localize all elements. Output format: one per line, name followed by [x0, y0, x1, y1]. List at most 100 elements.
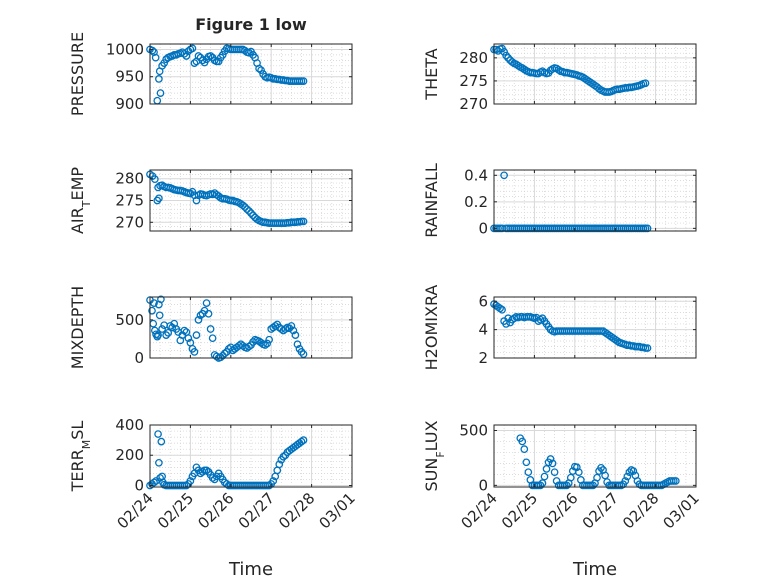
y-tick-label: 900 [115, 95, 144, 113]
data-point [216, 353, 225, 362]
y-tick-label: 2 [478, 349, 488, 367]
data-point [243, 205, 251, 214]
y-tick-label: 200 [115, 446, 144, 464]
data-point [601, 471, 609, 480]
data-point [536, 481, 545, 490]
data-point [150, 299, 158, 307]
data-point [269, 477, 278, 485]
data-point [188, 44, 197, 53]
y-tick-label: 500 [115, 311, 144, 329]
data-point [157, 295, 165, 304]
data-point [182, 481, 191, 490]
data-point [257, 66, 265, 75]
data-point [263, 339, 272, 348]
data-point [540, 472, 549, 481]
data-point [168, 323, 177, 332]
y-tick-label: 275 [459, 72, 488, 90]
data-point [190, 59, 199, 67]
y-axis-label: MIXDEPTH [68, 286, 87, 369]
data-point [202, 299, 211, 307]
axes-box [493, 169, 697, 232]
data-point [629, 467, 638, 475]
y-tick-label: 400 [115, 416, 144, 434]
data-point [154, 331, 162, 339]
data-point [289, 326, 298, 335]
y-tick-label: 4 [478, 321, 488, 339]
data-point [162, 331, 171, 339]
data-point [148, 306, 156, 315]
data-point [643, 344, 652, 352]
data-point [287, 322, 296, 330]
data-point [204, 309, 213, 318]
data-point [299, 436, 308, 444]
axes-box [149, 43, 353, 105]
axes-h2omixra: 2 4 6 H2OMIXRA [422, 285, 697, 371]
data-point [208, 334, 217, 343]
axes-box [493, 424, 697, 488]
data-point [245, 342, 253, 351]
data-point [621, 477, 630, 485]
grid-lines [149, 169, 353, 232]
data-point [572, 463, 581, 472]
y-axis-label: RAINFALL [422, 163, 441, 238]
data-point [520, 445, 529, 453]
data-point [160, 59, 168, 67]
data-point [214, 57, 223, 66]
axes-box [149, 296, 353, 359]
data-point [498, 305, 506, 314]
data-point [299, 217, 308, 226]
data-point [613, 337, 622, 345]
data-series [146, 170, 308, 228]
x-axis-label-right: Time [572, 559, 617, 580]
data-point [548, 459, 557, 468]
data-point [255, 64, 263, 73]
y-tick-label: 0.2 [464, 193, 488, 211]
data-point [275, 460, 284, 469]
y-axis-label: H2OMIXRA [422, 285, 441, 371]
data-point [182, 52, 191, 60]
grid-lines [493, 169, 697, 231]
y-tick-label: 270 [115, 213, 144, 231]
y-tick-label: 0 [478, 476, 488, 494]
data-point [502, 51, 510, 60]
data-series [490, 44, 650, 96]
data-point [180, 326, 189, 335]
axes-rainfall: 0 0.2 0.4 RAINFALL [422, 163, 697, 238]
data-point [299, 77, 308, 85]
y-axis-label: THETA [422, 48, 441, 100]
axes-mixdepth: 0 500 MIXDEPTH [68, 286, 353, 369]
data-point [156, 89, 165, 97]
data-point [208, 474, 217, 482]
y-tick-label: 1000 [106, 40, 144, 58]
data-point [589, 481, 597, 490]
data-point [220, 349, 229, 358]
data-point [496, 304, 504, 313]
data-point [297, 437, 306, 446]
data-point [184, 334, 193, 343]
data-point [151, 53, 160, 62]
data-point [500, 171, 508, 180]
y-tick-label: 275 [115, 192, 144, 210]
y-tick-label: 280 [459, 49, 488, 67]
data-series [516, 434, 680, 490]
data-point [190, 348, 199, 356]
data-point [299, 350, 308, 359]
data-point [597, 463, 605, 472]
data-point [245, 207, 253, 215]
data-point [643, 224, 652, 233]
axes-box [493, 296, 697, 359]
data-point [291, 331, 300, 339]
data-point [150, 478, 158, 487]
data-point [536, 315, 545, 324]
data-point [293, 340, 302, 349]
data-point [194, 316, 203, 324]
data-point [198, 56, 207, 65]
data-point [546, 455, 555, 463]
data-point [155, 458, 163, 467]
data-series [146, 44, 308, 105]
data-point [166, 322, 175, 330]
y-tick-label: 0 [134, 476, 144, 494]
axes-box [493, 43, 697, 105]
data-point [148, 46, 157, 55]
data-point [518, 437, 527, 446]
